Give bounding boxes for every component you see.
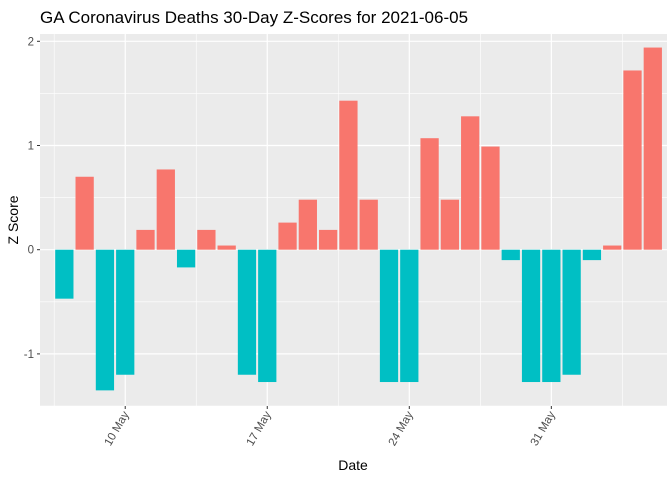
bar: [461, 116, 480, 250]
bar: [319, 229, 338, 250]
bar: [278, 222, 297, 250]
bar: [440, 199, 460, 250]
bar: [237, 249, 257, 375]
x-tick-label: 24 May: [387, 409, 416, 448]
x-tick-label: 17 May: [245, 409, 274, 448]
y-tick-label: -1: [24, 349, 34, 361]
bar: [481, 146, 500, 250]
bar: [116, 249, 135, 375]
bar: [359, 199, 378, 250]
y-tick-label: 1: [28, 140, 34, 152]
bar: [643, 47, 662, 250]
y-tick-label: 2: [28, 36, 34, 48]
bar: [156, 169, 175, 250]
bar: [542, 249, 561, 383]
bar: [582, 249, 602, 261]
bar: [562, 249, 581, 375]
bar: [75, 176, 94, 250]
bar: [339, 100, 358, 250]
x-axis: 10 May 17 May 24 May 31 May: [103, 406, 558, 448]
bar: [420, 138, 439, 250]
bar: [136, 229, 155, 250]
x-tick-label: 10 May: [103, 409, 132, 448]
bars: [55, 47, 662, 391]
bar: [197, 229, 216, 250]
bar: [258, 249, 277, 383]
bar: [521, 249, 541, 383]
x-tick-label: 31 May: [529, 409, 558, 448]
bar: [379, 249, 399, 383]
y-tick-label: 0: [28, 245, 34, 257]
bar: [501, 249, 520, 261]
bar: [603, 245, 622, 250]
bar: [400, 249, 419, 383]
chart-title: GA Coronavirus Deaths 30-Day Z-Scores fo…: [40, 8, 468, 27]
bar: [176, 249, 196, 268]
bar: [298, 199, 317, 250]
bar: [95, 249, 115, 391]
bar: [623, 70, 642, 250]
bar: [55, 249, 74, 299]
y-axis: -1 0 1 2: [24, 36, 40, 361]
y-axis-title: Z Score: [5, 195, 21, 244]
bar: [217, 245, 236, 250]
x-axis-title: Date: [338, 457, 368, 473]
